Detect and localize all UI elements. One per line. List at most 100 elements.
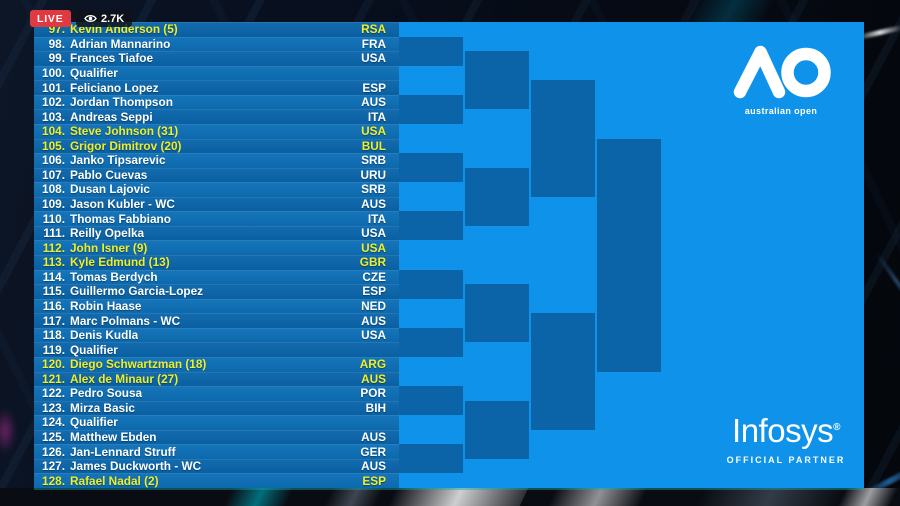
player-name: Alex de Minaur (27) <box>70 371 179 386</box>
player-country: ESP <box>362 473 386 488</box>
player-name: Grigor Dimitrov (20) <box>70 138 182 153</box>
player-number: 109. <box>42 197 65 212</box>
player-country: ARG <box>359 357 386 372</box>
player-number: 121. <box>42 371 65 386</box>
player-number: 128. <box>42 473 65 488</box>
list-item: 101. Feliciano Lopez ESP <box>34 80 399 95</box>
player-number: 113. <box>42 255 65 270</box>
bracket-block-round-2 <box>465 51 529 110</box>
player-number: 99. <box>48 51 65 66</box>
list-item: 117. Marc Polmans - WC AUS <box>34 313 399 328</box>
player-name: Dusan Lajovic <box>70 182 150 197</box>
list-item: 106. Janko Tipsarevic SRB <box>34 153 399 168</box>
list-item: 120. Diego Schwartzman (18) ARG <box>34 356 399 372</box>
player-name: Pablo Cuevas <box>70 167 148 182</box>
list-item: 125. Matthew Ebden AUS <box>34 429 399 445</box>
player-number: 114. <box>42 269 65 284</box>
bracket-block-round-1 <box>399 153 463 183</box>
player-name: Pedro Sousa <box>70 386 143 401</box>
bracket-block-round-2 <box>465 167 529 226</box>
player-number: 102. <box>42 95 65 110</box>
player-country: AUS <box>361 95 386 110</box>
australian-open-logo: australian open <box>719 44 843 116</box>
player-number: 98. <box>48 36 65 51</box>
player-country: AUS <box>361 313 386 328</box>
player-list: 97. Kevin Anderson (5) RSA 98. Adrian Mannar… <box>34 22 399 488</box>
player-name: Adrian Mannarino <box>70 36 171 51</box>
player-number: 123. <box>42 400 65 415</box>
list-item: 112. John Isner (9) USA <box>34 240 399 255</box>
player-number: 117. <box>42 313 65 328</box>
infosys-wordmark: Infosys® <box>721 412 851 450</box>
player-number: 115. <box>42 284 65 299</box>
player-number: 105. <box>42 138 65 153</box>
list-item: 115. Guillermo Garcia-Lopez ESP <box>34 284 399 299</box>
player-name: Qualifier <box>70 415 118 430</box>
list-item: 111. Reilly Opelka USA <box>34 225 399 241</box>
player-number: 116. <box>42 298 65 313</box>
player-name: Feliciano Lopez <box>70 80 159 95</box>
player-country: USA <box>361 240 386 255</box>
bracket-block-round-1 <box>399 94 463 124</box>
player-number: 108. <box>42 182 65 197</box>
player-country: ESP <box>362 284 386 299</box>
player-country: ESP <box>362 80 386 95</box>
list-item: 127. James Duckworth - WC AUS <box>34 458 399 474</box>
player-country: AUS <box>361 430 386 445</box>
player-number: 127. <box>42 459 65 474</box>
list-item: 119. Qualifier <box>34 342 399 357</box>
viewer-count-value: 2.7K <box>101 12 125 25</box>
list-item: 99. Frances Tiafoe USA <box>34 51 399 66</box>
player-country: GER <box>360 444 386 459</box>
player-name: Robin Haase <box>70 298 142 313</box>
player-number: 124. <box>42 415 65 430</box>
registered-trademark-icon: ® <box>833 422 840 433</box>
player-country: POR <box>360 386 386 401</box>
player-country: BIH <box>365 400 386 415</box>
player-number: 106. <box>42 153 65 168</box>
player-country: GBR <box>359 255 386 270</box>
bracket-block-round-1 <box>399 327 463 357</box>
player-number: 103. <box>42 109 65 124</box>
player-number: 112. <box>42 240 65 255</box>
studio-floor-streak <box>693 488 847 506</box>
draw-panel: 97. Kevin Anderson (5) RSA 98. Adrian Mannar… <box>34 22 864 490</box>
list-item: 122. Pedro Sousa POR <box>34 386 399 401</box>
player-name: Frances Tiafoe <box>70 51 154 66</box>
player-country: ITA <box>367 211 386 226</box>
bracket-block-round-4 <box>597 138 661 372</box>
player-name: Steve Johnson (31) <box>70 124 179 139</box>
bracket-block-round-1 <box>399 211 463 241</box>
list-item: 107. Pablo Cuevas URU <box>34 167 399 183</box>
player-country: BUL <box>361 138 386 153</box>
list-item: 100. Qualifier <box>34 65 399 81</box>
ao-logo-text: australian open <box>744 106 818 116</box>
ao-logo-icon <box>733 45 831 99</box>
bracket-blocks <box>399 22 864 488</box>
live-badge-label: LIVE <box>37 12 64 25</box>
list-item: 105. Grigor Dimitrov (20) BUL <box>34 138 399 154</box>
player-country: CZE <box>362 269 386 284</box>
player-name: Thomas Fabbiano <box>70 211 171 226</box>
player-name: Jan-Lennard Struff <box>70 444 176 459</box>
list-item: 98. Adrian Mannarino FRA <box>34 36 399 52</box>
list-item: 124. Qualifier <box>34 415 399 430</box>
studio-floor-streak <box>545 488 651 506</box>
bracket-block-round-3 <box>531 313 595 430</box>
player-country: USA <box>361 124 386 139</box>
player-name: Mirza Basic <box>70 400 135 415</box>
player-country: SRB <box>361 153 386 168</box>
bracket-block-round-1 <box>399 269 463 299</box>
live-badge: LIVE <box>30 10 71 27</box>
studio-floor-streak <box>385 488 531 506</box>
player-name: Kyle Edmund (13) <box>70 255 170 270</box>
player-name: John Isner (9) <box>70 240 148 255</box>
player-name: Qualifier <box>70 65 118 80</box>
player-number: 125. <box>42 430 65 445</box>
player-number: 126. <box>42 444 65 459</box>
player-name: Jason Kubler - WC <box>70 197 175 212</box>
player-number: 119. <box>42 342 65 357</box>
list-item: 108. Dusan Lajovic SRB <box>34 182 399 197</box>
bracket-block-round-1 <box>399 386 463 416</box>
bracket-block-round-3 <box>531 80 595 197</box>
